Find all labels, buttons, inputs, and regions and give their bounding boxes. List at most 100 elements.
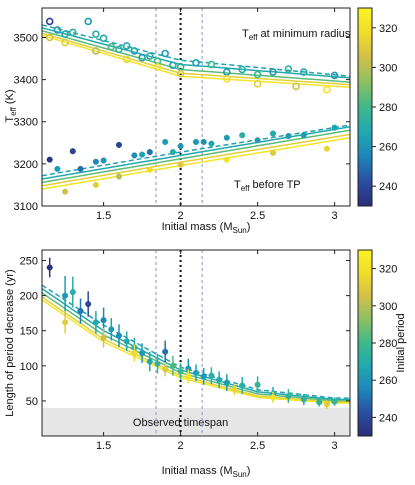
data-point-min-radius: [115, 45, 123, 54]
panel-bottom: Observed timespan 1.5 2 2.5 3 50 100 150 200 25…: [4, 249, 407, 479]
model-curve: [42, 129, 350, 184]
data-point-before-tp: [139, 151, 146, 158]
data-point-before-tp: [223, 156, 230, 163]
data-point-min-radius: [69, 28, 77, 37]
bottom-x-ticks: 1.5 2 2.5 3: [96, 250, 338, 452]
y-tick-label: 3200: [14, 159, 38, 171]
data-point-min-radius: [122, 42, 131, 50]
data-point: [269, 394, 277, 401]
model-curve: [42, 24, 350, 77]
data-point: [62, 292, 69, 299]
model-curve: [42, 299, 350, 404]
data-point: [316, 399, 323, 406]
data-point: [331, 398, 338, 405]
data-point: [115, 332, 123, 339]
data-point-before-tp: [269, 130, 277, 137]
data-point-before-tp: [177, 161, 184, 168]
data-point: [192, 369, 200, 376]
data-point-min-radius: [84, 17, 92, 26]
bottom-y-axis-label: Length of period decrease (yr): [4, 269, 16, 416]
data-point: [216, 376, 223, 383]
data-point: [154, 360, 161, 367]
observed-timespan-label: Observed timespan: [133, 417, 228, 429]
data-point-before-tp: [192, 138, 200, 146]
data-point-min-radius: [253, 70, 262, 79]
data-point: [100, 334, 107, 341]
data-point-min-radius: [299, 68, 308, 76]
model-curve: [42, 29, 350, 83]
y-tick-label: 3500: [14, 32, 38, 44]
data-point-min-radius: [61, 30, 69, 38]
data-point-min-radius: [130, 47, 139, 55]
data-point-before-tp: [115, 141, 123, 148]
bottom-y-ticks: 50 100 150 200 250: [20, 256, 350, 408]
data-point-min-radius: [207, 60, 216, 69]
data-point: [146, 358, 153, 365]
top-y-ticks: 3100 3200 3300 3400 3500: [14, 32, 350, 213]
data-point: [131, 350, 138, 357]
top-vlines: [155, 8, 203, 206]
data-point-min-radius: [323, 85, 331, 94]
data-point-min-radius: [138, 53, 146, 62]
data-point-min-radius: [284, 65, 293, 73]
data-point-before-tp: [146, 149, 153, 156]
data-point: [62, 319, 69, 326]
bottom-vlines: [155, 250, 203, 436]
colorbar-tick-label: 280: [379, 338, 397, 350]
data-point-min-radius: [161, 49, 169, 58]
data-point: [185, 373, 192, 380]
data-point: [77, 308, 84, 315]
data-point-min-radius: [92, 47, 100, 55]
data-point-min-radius: [169, 61, 177, 70]
data-point-min-radius: [153, 63, 162, 71]
y-tick-label: 3300: [14, 117, 38, 129]
data-point-min-radius: [253, 80, 262, 88]
bottom-colorbar: [357, 249, 373, 437]
model-curve: [42, 126, 350, 180]
colorbar-tick-label: 240: [379, 181, 397, 193]
top-points: [45, 17, 339, 195]
data-point-before-tp: [100, 157, 107, 164]
data-point: [162, 366, 169, 373]
data-point-before-tp: [269, 149, 277, 156]
data-point-before-tp: [69, 148, 76, 155]
data-point: [92, 319, 99, 326]
data-point-min-radius: [176, 69, 185, 78]
data-point-min-radius: [238, 65, 246, 74]
top-colorbar-ticks: 240 260 280 300 320: [372, 23, 397, 193]
data-point-min-radius: [99, 34, 108, 43]
model-curve: [42, 133, 350, 187]
data-point-min-radius: [107, 42, 116, 51]
x-tick-label: 1.5: [96, 440, 111, 452]
data-point-before-tp: [300, 132, 307, 139]
model-curve: [42, 32, 350, 86]
colorbar-tick-label: 260: [379, 142, 397, 154]
model-curve: [42, 124, 350, 177]
data-point: [285, 392, 292, 400]
data-point-min-radius: [223, 68, 231, 76]
y-tick-label: 3100: [14, 201, 38, 213]
x-tick-label: 1.5: [96, 210, 111, 222]
bottom-x-axis-label: Initial mass (MSun): [162, 465, 251, 479]
data-point-before-tp: [200, 138, 207, 146]
data-point-before-tp: [62, 188, 69, 195]
top-x-ticks: 1.5 2 2.5 3: [96, 8, 338, 222]
data-point-min-radius: [223, 74, 231, 83]
colorbar-tick-label: 300: [379, 301, 397, 313]
data-point-min-radius: [61, 38, 69, 47]
data-point: [254, 381, 261, 388]
y-tick-label: 150: [20, 326, 38, 338]
data-point: [239, 382, 246, 389]
x-tick-label: 2.5: [250, 440, 265, 452]
data-point-min-radius: [92, 30, 100, 38]
data-point-min-radius: [122, 55, 131, 64]
data-point: [231, 386, 238, 393]
data-point-before-tp: [223, 134, 230, 141]
bottom-plot-frame: [41, 249, 351, 437]
colorbar-tick-label: 260: [379, 375, 397, 387]
data-point-min-radius: [292, 82, 300, 91]
top-y-axis-label: Teff (K): [4, 89, 18, 122]
data-point-before-tp: [162, 138, 169, 146]
panel-top: 1.5 2 2.5 3 3100 3200 3300 3400 3500 Teff at mi…: [4, 7, 397, 235]
